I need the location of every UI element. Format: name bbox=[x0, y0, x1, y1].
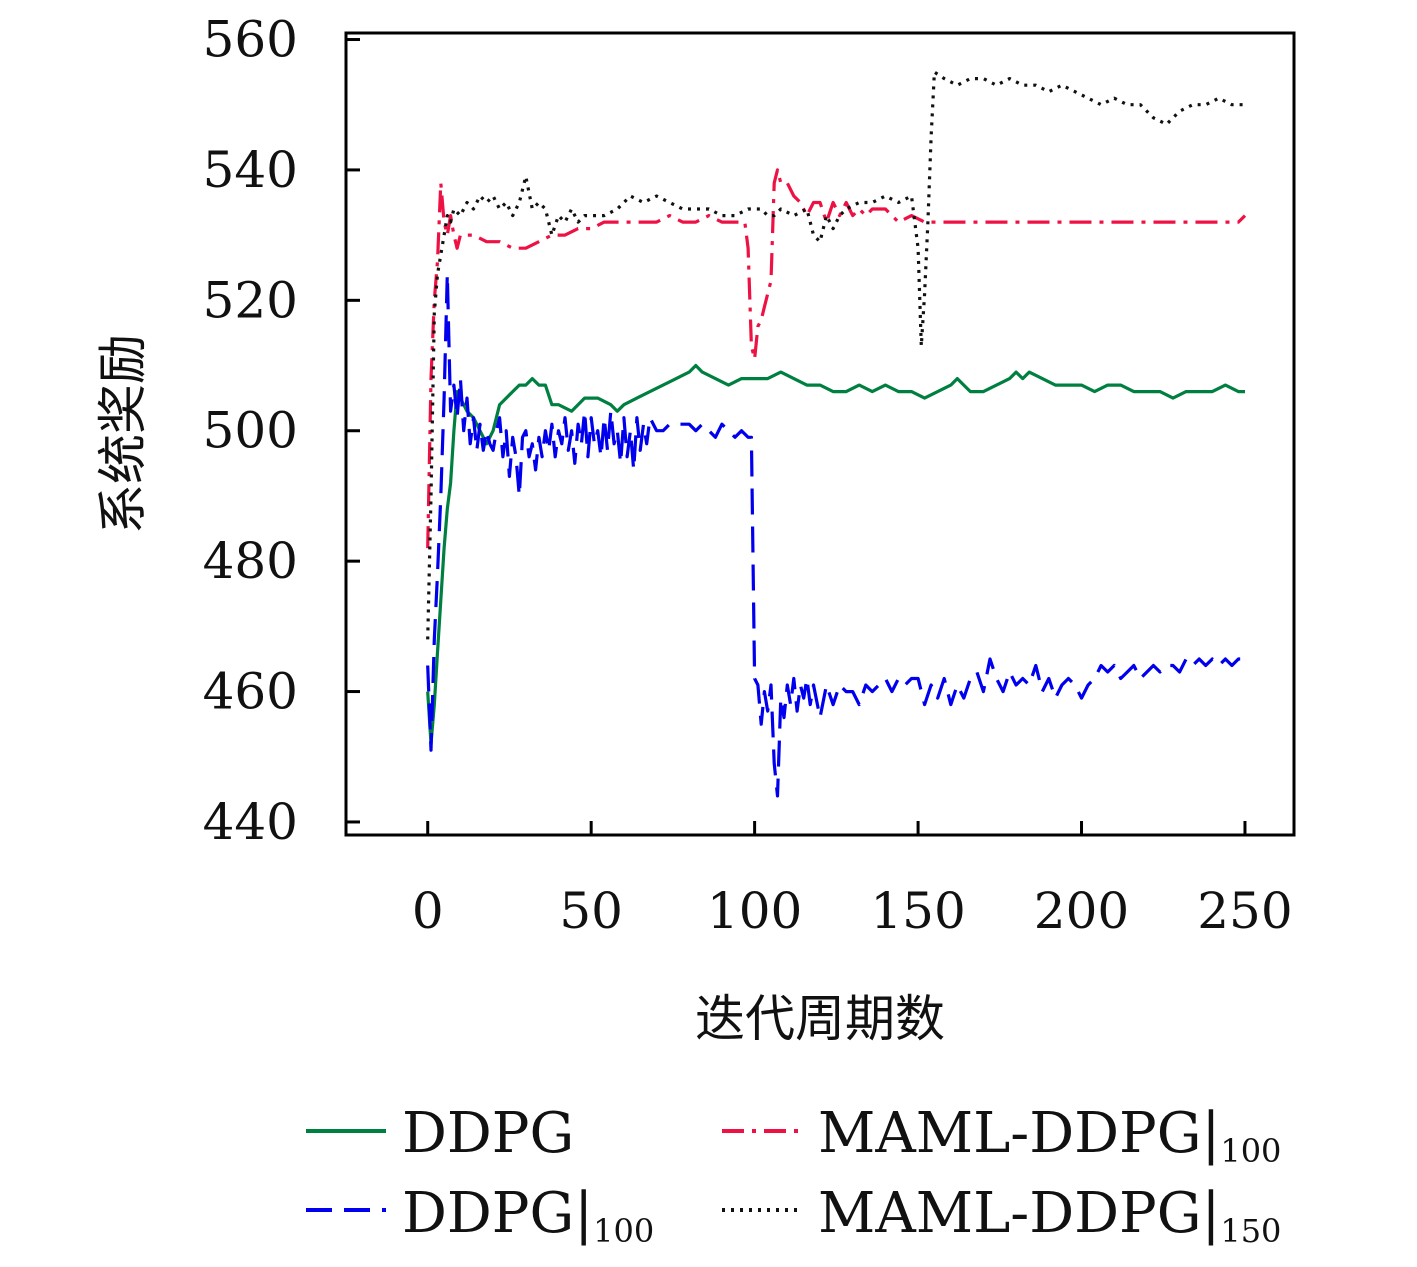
legend-sub-ddpg-100: 100 bbox=[593, 1212, 654, 1250]
x-tick-label-50: 50 bbox=[559, 882, 623, 940]
svg-text:MAML-DDPG|100: MAML-DDPG|100 bbox=[818, 1101, 1281, 1170]
y-tick-label-540: 540 bbox=[203, 141, 298, 199]
x-tick-label-250: 250 bbox=[1197, 882, 1292, 940]
legend-sub-maml-ddpg-100: 100 bbox=[1220, 1132, 1281, 1170]
y-tick-label-440: 440 bbox=[203, 793, 298, 851]
legend-label-ddpg: DDPG bbox=[402, 1101, 574, 1166]
legend-label-ddpg-100: DDPG bbox=[402, 1181, 574, 1246]
y-tick-label-460: 460 bbox=[203, 663, 298, 721]
svg-text:MAML-DDPG|150: MAML-DDPG|150 bbox=[818, 1181, 1281, 1250]
x-axis: 0 50 100 150 200 250 bbox=[412, 821, 1293, 940]
series-line-2 bbox=[426, 168, 1247, 549]
legend-entry-ddpg: DDPG bbox=[306, 1101, 574, 1166]
x-tick-label-150: 150 bbox=[870, 882, 965, 940]
legend-entry-ddpg-100: DDPG|100 bbox=[306, 1181, 654, 1250]
series-line-3 bbox=[426, 70, 1245, 640]
x-tick-label-200: 200 bbox=[1034, 882, 1129, 940]
legend-label-maml-ddpg-150: MAML-DDPG bbox=[818, 1181, 1201, 1246]
x-axis-title: 迭代周期数 bbox=[695, 990, 945, 1048]
svg-text:DDPG: DDPG bbox=[402, 1101, 574, 1166]
series-layer bbox=[426, 70, 1247, 798]
legend-bar-maml-ddpg-100: | bbox=[1201, 1101, 1220, 1166]
legend-bar-ddpg-100: | bbox=[574, 1181, 593, 1246]
legend-entry-maml-ddpg-150: MAML-DDPG|150 bbox=[722, 1181, 1281, 1250]
legend: DDPG DDPG|100 MAML-DDPG|100 MAML-DDPG|15… bbox=[306, 1101, 1281, 1250]
legend-label-maml-ddpg-100: MAML-DDPG bbox=[818, 1101, 1201, 1166]
y-tick-label-560: 560 bbox=[203, 11, 298, 69]
x-tick-label-100: 100 bbox=[707, 882, 802, 940]
legend-bar-maml-ddpg-150: | bbox=[1201, 1181, 1220, 1246]
y-axis: 440 460 480 500 520 540 560 bbox=[203, 11, 360, 851]
x-tick-label-0: 0 bbox=[412, 882, 444, 940]
y-tick-label-500: 500 bbox=[203, 402, 298, 460]
series-line-0 bbox=[426, 363, 1245, 746]
y-axis-title: 系统奖励 bbox=[94, 334, 152, 534]
y-tick-label-480: 480 bbox=[203, 532, 298, 590]
svg-text:DDPG|100: DDPG|100 bbox=[402, 1181, 654, 1250]
legend-entry-maml-ddpg-100: MAML-DDPG|100 bbox=[722, 1101, 1281, 1170]
legend-sub-maml-ddpg-150: 150 bbox=[1220, 1212, 1281, 1250]
plot-frame bbox=[344, 31, 1296, 837]
series-line-1 bbox=[426, 272, 1245, 798]
y-tick-label-520: 520 bbox=[203, 271, 298, 329]
